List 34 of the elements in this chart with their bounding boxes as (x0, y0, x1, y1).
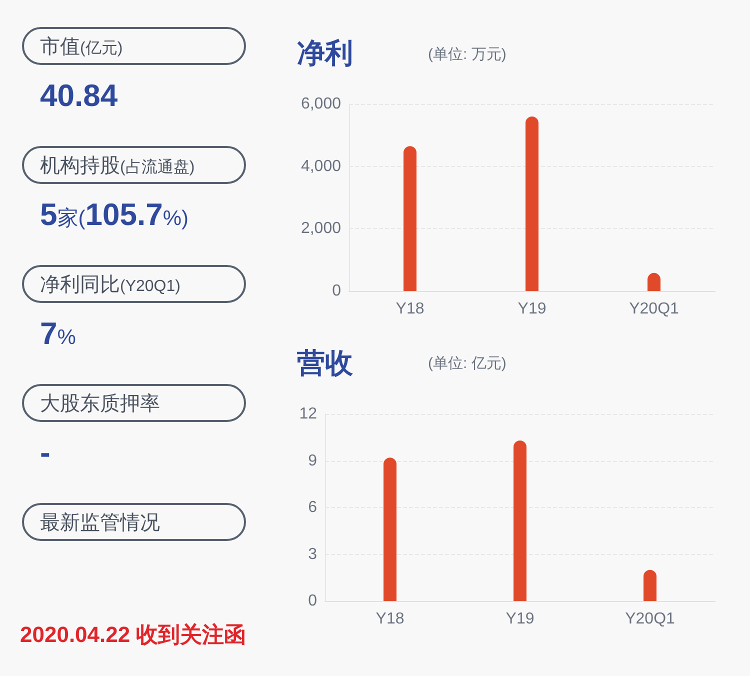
bar (384, 458, 396, 601)
chart-subtitle: (单位: 万元) (428, 46, 506, 63)
chart-subtitle: (单位: 亿元) (428, 355, 506, 372)
text: 大股东质押率 (40, 392, 160, 414)
text: 机构持股(占流通盘) (40, 154, 195, 176)
y-tick-label: 12 (299, 406, 318, 422)
y-tick-label: 6 (308, 499, 318, 516)
bar (526, 116, 538, 291)
x-tick-label: Y20Q1 (629, 300, 680, 318)
text: 2020.04.22 收到关注函 (20, 621, 246, 649)
text: 净利同比(Y20Q1) (40, 274, 180, 296)
chart-title: 营收 (296, 348, 354, 378)
text: 7% (40, 316, 76, 351)
y-tick-label: 4,000 (300, 158, 342, 175)
x-tick-label: Y18 (396, 300, 424, 318)
x-tick-label: Y20Q1 (625, 610, 676, 628)
bar (644, 570, 656, 601)
y-tick-label: 0 (332, 282, 342, 300)
y-tick-label: 0 (308, 592, 318, 610)
bar (514, 440, 526, 601)
y-tick-label: 9 (308, 452, 318, 470)
y-tick-label: 3 (308, 546, 318, 563)
y-tick-label: 6,000 (300, 96, 342, 112)
text: - (40, 435, 50, 470)
text: 最新监管情况 (40, 512, 160, 534)
y-tick-label: 2,000 (300, 220, 342, 238)
x-tick-label: Y19 (506, 610, 534, 628)
text: 40.84 (40, 78, 118, 113)
x-tick-label: Y19 (518, 300, 546, 318)
text: 5家(105.7%) (40, 197, 188, 232)
x-tick-label: Y18 (376, 610, 404, 628)
bar (404, 146, 416, 291)
chart-title: 净利 (297, 38, 353, 68)
text: 市值(亿元) (40, 36, 123, 58)
